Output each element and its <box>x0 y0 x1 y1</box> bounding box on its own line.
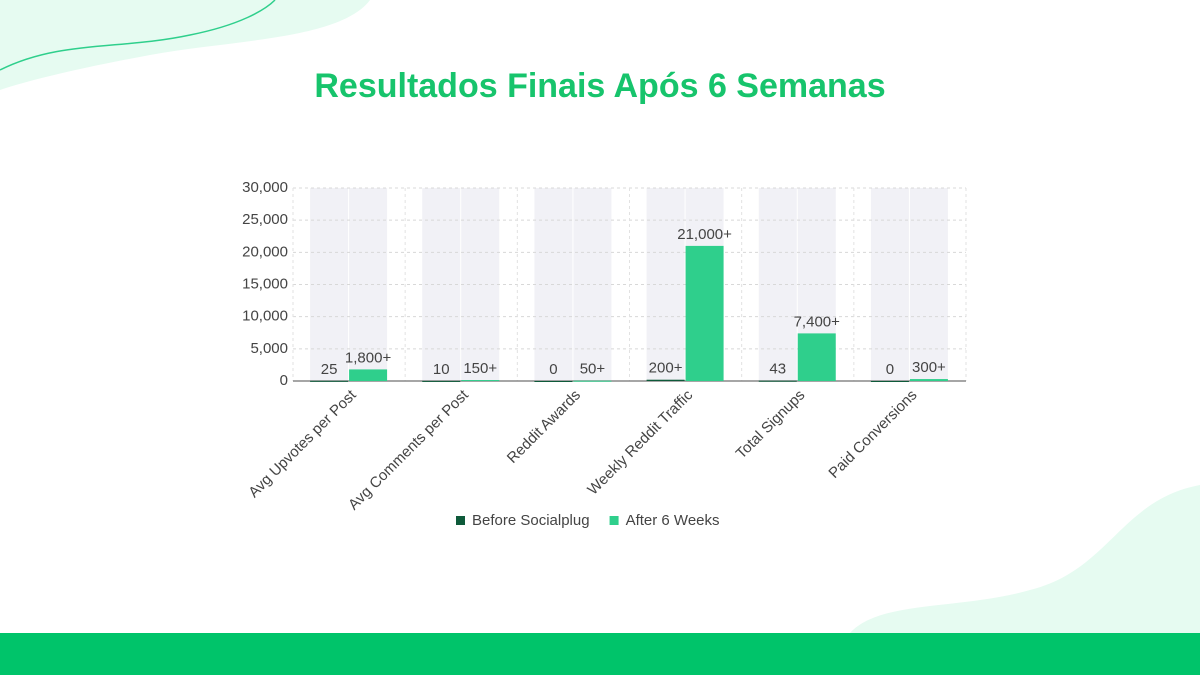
y-tick-label: 20,000 <box>242 243 288 260</box>
bar <box>909 379 948 381</box>
column-background <box>422 188 461 381</box>
bar <box>685 245 724 381</box>
data-label: 21,000+ <box>677 226 732 243</box>
data-label: 50+ <box>580 361 606 378</box>
bar <box>349 369 388 381</box>
legend-marker <box>609 516 619 525</box>
bar <box>461 380 500 382</box>
decoration <box>850 485 1200 633</box>
y-tick-label: 15,000 <box>242 275 288 292</box>
bar <box>646 379 685 381</box>
x-tick-label: Reddit Awards <box>504 387 584 467</box>
decoration <box>0 0 276 71</box>
chart-title: Resultados Finais Após 6 Semanas <box>314 67 885 105</box>
footer-band <box>0 633 1200 675</box>
y-tick-label: 30,000 <box>242 179 288 196</box>
data-label: 0 <box>886 361 894 378</box>
data-label: 7,400+ <box>794 313 841 330</box>
bar <box>310 380 349 382</box>
bar <box>870 381 909 382</box>
y-tick-label: 0 <box>280 372 288 389</box>
bar <box>758 380 797 382</box>
x-tick-label: Paid Conversions <box>825 387 920 482</box>
data-label: 25 <box>321 361 338 378</box>
bar <box>534 381 573 382</box>
x-tick-label: Avg Upvotes per Post <box>245 386 360 501</box>
data-label: 1,800+ <box>345 349 392 366</box>
bar <box>573 380 612 382</box>
bar <box>422 380 461 382</box>
data-label: 0 <box>549 361 557 378</box>
data-label: 200+ <box>649 360 683 377</box>
legend-label: After 6 Weeks <box>626 512 720 529</box>
y-tick-label: 25,000 <box>242 211 288 228</box>
x-tick-label: Total Signups <box>733 387 809 463</box>
x-tick-label: Avg Comments per Post <box>345 386 472 513</box>
column-background <box>758 188 797 381</box>
decoration <box>0 0 370 90</box>
legend-marker <box>456 516 465 525</box>
legend-label: Before Socialplug <box>472 512 590 529</box>
bar <box>797 333 836 381</box>
data-label: 10 <box>433 361 450 378</box>
data-label: 43 <box>769 361 786 378</box>
x-tick-label: Weekly Reddit Traffic <box>584 386 696 498</box>
y-tick-label: 10,000 <box>242 308 288 325</box>
y-tick-label: 5,000 <box>250 340 288 357</box>
data-label: 300+ <box>912 359 946 376</box>
data-label: 150+ <box>463 360 497 377</box>
